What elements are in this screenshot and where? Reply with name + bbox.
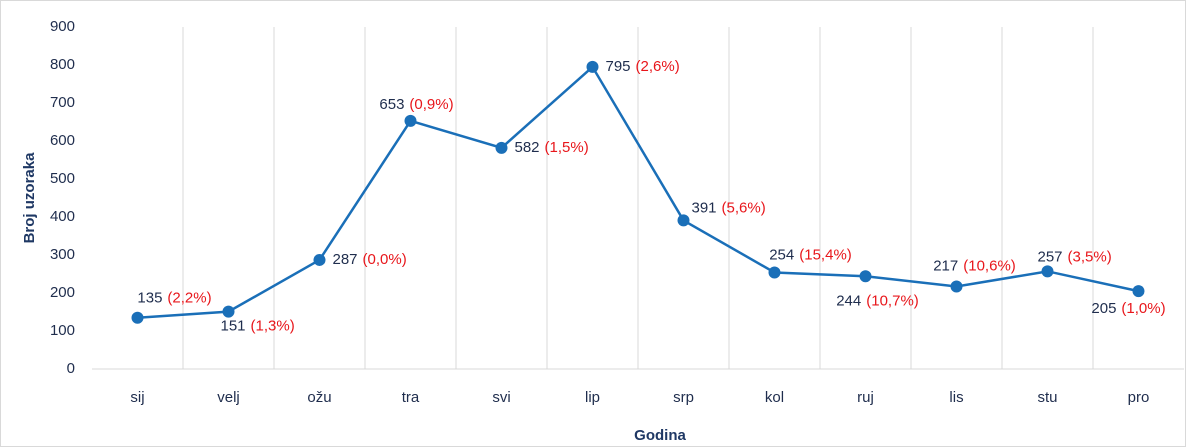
value-label: 151 — [221, 318, 246, 335]
data-point — [313, 253, 326, 266]
value-label: 582 — [515, 139, 540, 156]
data-point — [131, 311, 144, 324]
data-label: 582 (1,5%) — [515, 139, 589, 156]
y-tick-label: 900 — [50, 18, 75, 35]
data-label: 287 (0,0%) — [333, 251, 407, 268]
y-tick-label: 500 — [50, 170, 75, 187]
data-point — [404, 114, 417, 127]
y-tick-label: 200 — [50, 284, 75, 301]
percent-label: (1,5%) — [545, 139, 589, 156]
x-tick-label: lis — [949, 389, 963, 406]
data-label: 205 (1,0%) — [1091, 300, 1165, 317]
value-label: 244 — [836, 292, 861, 309]
percent-label: (2,2%) — [167, 290, 211, 307]
y-tick-label: 400 — [50, 208, 75, 225]
x-tick-label: stu — [1037, 389, 1057, 406]
data-label: 653 (0,9%) — [379, 96, 453, 113]
value-label: 653 — [379, 96, 404, 113]
data-point — [222, 305, 235, 318]
data-label: 217 (10,6%) — [933, 258, 1016, 275]
data-point — [768, 266, 781, 279]
data-label: 135 (2,2%) — [137, 290, 211, 307]
percent-label: (1,0%) — [1121, 300, 1165, 317]
data-point — [1041, 265, 1054, 278]
data-point — [950, 280, 963, 293]
data-line — [137, 64, 1139, 319]
percent-label: (0,0%) — [363, 251, 407, 268]
x-tick-label: srp — [673, 389, 694, 406]
value-label: 217 — [933, 258, 958, 275]
percent-label: (2,6%) — [636, 58, 680, 75]
data-point — [859, 270, 872, 283]
x-axis-title: Godina — [634, 427, 686, 444]
x-tick-label: lip — [585, 389, 600, 406]
data-label: 254 (15,4%) — [769, 246, 852, 263]
percent-label: (15,4%) — [799, 246, 852, 263]
y-tick-label: 800 — [50, 56, 75, 73]
y-tick-label: 0 — [67, 360, 75, 377]
x-tick-label: velj — [217, 389, 240, 406]
x-tick-label: tra — [402, 389, 420, 406]
x-tick-label: ožu — [307, 389, 331, 406]
data-point — [1132, 285, 1145, 298]
x-tick-label: svi — [492, 389, 510, 406]
value-label: 287 — [333, 251, 358, 268]
x-tick-label: pro — [1128, 389, 1150, 406]
y-tick-label: 100 — [50, 322, 75, 339]
value-label: 795 — [606, 58, 631, 75]
data-label: 151 (1,3%) — [221, 318, 295, 335]
data-label: 795 (2,6%) — [606, 58, 680, 75]
x-tick-label: kol — [765, 389, 784, 406]
percent-label: (1,3%) — [251, 318, 295, 335]
data-label: 257 (3,5%) — [1038, 248, 1112, 265]
y-tick-label: 700 — [50, 94, 75, 111]
percent-label: (0,9%) — [409, 96, 453, 113]
data-point — [495, 141, 508, 154]
data-point — [677, 214, 690, 227]
value-label: 391 — [692, 199, 717, 216]
percent-label: (5,6%) — [722, 199, 766, 216]
x-tick-label: ruj — [857, 389, 874, 406]
value-label: 257 — [1038, 248, 1063, 265]
data-point — [586, 60, 599, 73]
data-label: 391 (5,6%) — [692, 199, 766, 216]
y-tick-label: 600 — [50, 132, 75, 149]
value-label: 205 — [1091, 300, 1116, 317]
data-label: 244 (10,7%) — [836, 292, 919, 309]
percent-label: (10,6%) — [963, 258, 1016, 275]
value-label: 135 — [137, 290, 162, 307]
x-tick-label: sij — [130, 389, 144, 406]
y-axis-title: Broj uzoraka — [21, 152, 38, 244]
percent-label: (10,7%) — [866, 292, 919, 309]
percent-label: (3,5%) — [1068, 248, 1112, 265]
value-label: 254 — [769, 246, 794, 263]
y-tick-label: 300 — [50, 246, 75, 263]
